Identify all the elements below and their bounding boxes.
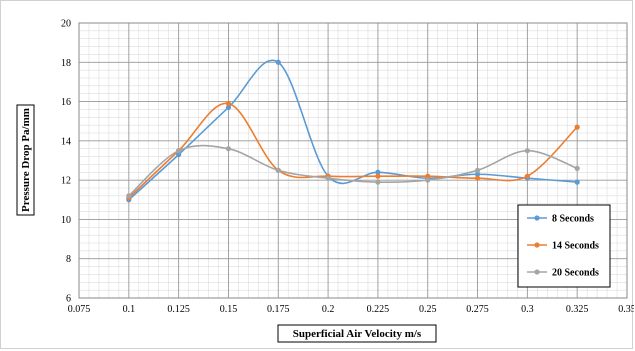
x-tick-label: 0.275 xyxy=(466,304,489,315)
x-axis-title: Superficial Air Velocity m/s xyxy=(293,328,422,340)
x-tick-label: 0.25 xyxy=(419,304,437,315)
legend-swatch-marker xyxy=(534,215,540,221)
data-point xyxy=(225,146,232,152)
series-layer xyxy=(126,59,580,203)
x-tick-label: 0.225 xyxy=(367,304,390,315)
data-point xyxy=(574,179,580,185)
legend-item: 20 Seconds xyxy=(527,268,599,279)
data-point xyxy=(375,173,381,179)
plot-border xyxy=(78,22,628,299)
y-tick-label: 6 xyxy=(66,294,71,305)
y-tick-label: 20 xyxy=(61,19,71,30)
y-tick-label: 16 xyxy=(61,97,71,108)
y-tick-label: 12 xyxy=(61,176,71,187)
data-point xyxy=(524,148,530,154)
series-line xyxy=(128,102,578,199)
data-point xyxy=(425,177,431,183)
data-point xyxy=(574,124,580,130)
data-point xyxy=(275,59,281,65)
x-tick-label: 0.075 xyxy=(68,304,91,315)
x-tick-label: 0.35 xyxy=(618,304,634,315)
data-point xyxy=(176,148,182,154)
legend-label: 20 Seconds xyxy=(552,268,599,279)
data-point xyxy=(474,175,481,181)
x-tick-label: 0.175 xyxy=(267,304,290,315)
legend-item: 14 Seconds xyxy=(527,241,599,252)
series-line xyxy=(128,144,578,197)
y-tick-labels: 6 8 10 12 14 16 18 20 xyxy=(61,19,71,305)
x-tick-label: 0.1 xyxy=(123,304,136,315)
data-point xyxy=(325,175,331,181)
legend-item: 8 Seconds xyxy=(527,214,594,225)
y-tick-label: 18 xyxy=(61,58,71,69)
legend-swatch-marker xyxy=(534,269,540,275)
y-tick-label: 14 xyxy=(61,136,71,147)
data-point xyxy=(225,100,232,107)
x-tick-label: 0.325 xyxy=(566,304,589,315)
data-point xyxy=(126,193,132,199)
y-tick-label: 10 xyxy=(61,215,71,226)
data-point xyxy=(375,179,381,185)
legend-label: 14 Seconds xyxy=(552,241,599,252)
x-tick-label: 0.3 xyxy=(521,304,534,315)
x-tick-label: 0.2 xyxy=(322,304,335,315)
y-axis-title-box: Pressure Drop Pa/mm xyxy=(16,104,35,216)
x-tick-label: 0.125 xyxy=(167,304,190,315)
data-point xyxy=(275,167,281,173)
y-axis-title: Pressure Drop Pa/mm xyxy=(20,108,32,212)
data-point xyxy=(225,104,232,111)
data-point xyxy=(474,171,481,177)
x-axis-title-box: Superficial Air Velocity m/s xyxy=(277,324,437,343)
data-point xyxy=(574,165,580,171)
series-20-seconds xyxy=(126,144,580,199)
legend-swatch-marker xyxy=(534,242,540,248)
x-tick-label: 0.15 xyxy=(220,304,238,315)
x-tick-labels: 0.075 0.1 0.125 0.15 0.175 0.2 0.225 0.25 0.275 0… xyxy=(68,304,634,315)
data-point xyxy=(375,169,381,175)
legend: 8 Seconds 14 Seconds 20 Seconds xyxy=(517,204,611,288)
data-point xyxy=(176,152,182,158)
data-point xyxy=(474,167,481,173)
legend-label: 8 Seconds xyxy=(552,214,594,225)
data-point xyxy=(425,173,431,179)
y-tick-label: 8 xyxy=(66,254,71,265)
data-point xyxy=(524,173,530,179)
